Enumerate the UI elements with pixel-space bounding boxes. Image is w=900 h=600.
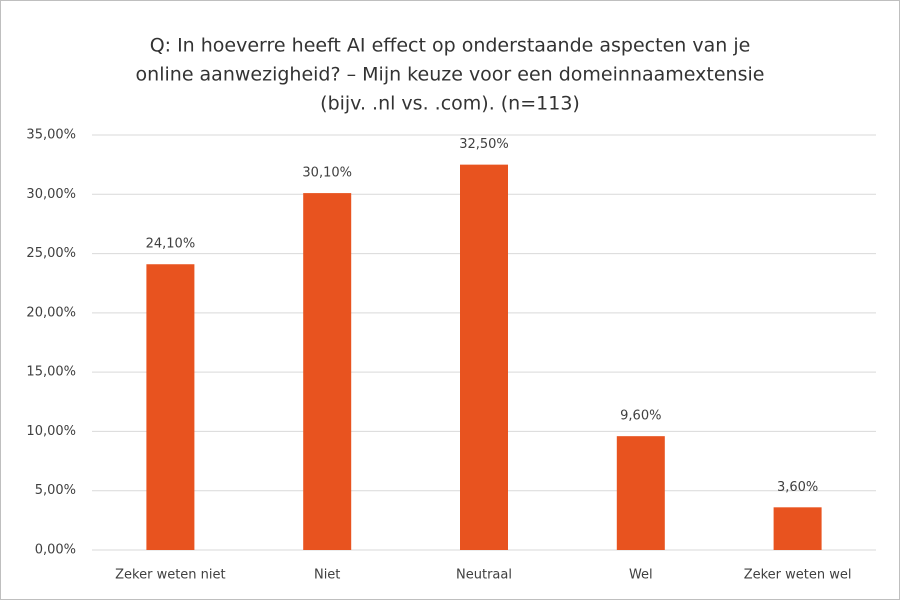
y-tick-label: 10,00% bbox=[26, 424, 76, 439]
value-label: 9,60% bbox=[620, 409, 661, 424]
chart-title: online aanwezigheid? – Mijn keuze voor e… bbox=[136, 64, 765, 86]
value-label: 24,10% bbox=[146, 237, 196, 252]
x-tick-label: Neutraal bbox=[456, 568, 512, 583]
y-tick-label: 20,00% bbox=[26, 305, 76, 320]
x-tick-label: Zeker weten wel bbox=[744, 568, 852, 583]
x-tick-label: Niet bbox=[314, 568, 340, 583]
chart-title: (bijv. .nl vs. .com). (n=113) bbox=[320, 93, 580, 115]
chart-title: Q: In hoeverre heeft AI effect op onders… bbox=[150, 35, 751, 57]
bar bbox=[616, 436, 665, 550]
value-label: 3,60% bbox=[777, 480, 818, 495]
y-tick-label: 0,00% bbox=[35, 543, 76, 558]
y-tick-label: 30,00% bbox=[26, 187, 76, 202]
value-label: 30,10% bbox=[302, 166, 352, 181]
y-tick-label: 15,00% bbox=[26, 365, 76, 380]
bar bbox=[146, 264, 195, 550]
bar bbox=[460, 164, 508, 550]
y-tick-label: 5,00% bbox=[35, 483, 76, 498]
bar bbox=[773, 507, 822, 550]
x-tick-label: Zeker weten niet bbox=[115, 568, 226, 583]
y-tick-label: 35,00% bbox=[26, 128, 76, 143]
bar bbox=[303, 193, 352, 550]
x-tick-label: Wel bbox=[629, 568, 653, 583]
value-label: 32,50% bbox=[459, 137, 509, 152]
y-tick-label: 25,00% bbox=[26, 246, 76, 261]
